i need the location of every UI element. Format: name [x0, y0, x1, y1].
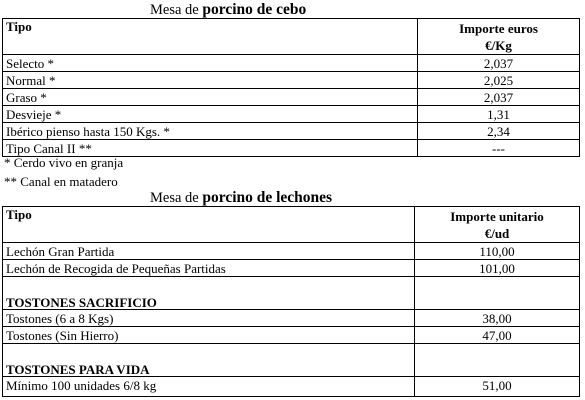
- tipo-cell: Graso *: [2, 88, 418, 106]
- table-row: Lechón de Recogida de Pequeñas Partidas …: [2, 259, 580, 277]
- table-row: Tostones (6 a 8 Kgs) 38,00: [2, 309, 580, 327]
- tipo-cell: Desvieje *: [2, 105, 418, 123]
- tipo-cell: Tostones (Sin Hierro): [2, 326, 415, 344]
- sacrificio-title: TOSTONES SACRIFICIO: [2, 276, 415, 310]
- table-header-row: Tipo Importe unitario €/ud: [2, 206, 580, 243]
- tipo-cell: Lechón de Recogida de Pequeñas Partidas: [2, 259, 415, 277]
- importe-cell: ---: [417, 139, 580, 157]
- table-row: Mínimo 100 unidades 6/8 kg 51,00: [2, 376, 580, 397]
- importe-cell: 2,025: [417, 71, 580, 89]
- tipo-cell: Normal *: [2, 71, 418, 89]
- tipo-cell: Mínimo 100 unidades 6/8 kg: [2, 376, 415, 397]
- cebo-caption-bold: porcino de cebo: [202, 1, 307, 18]
- tipo-header: Tipo: [2, 18, 418, 55]
- importe-cell: 110,00: [414, 242, 580, 260]
- table-row: Desvieje * 1,31: [2, 105, 580, 123]
- importe-header: Importe unitario €/ud: [414, 206, 580, 243]
- importe-cell: 47,00: [414, 326, 580, 344]
- importe-cell: 1,31: [417, 105, 580, 123]
- table-row: Graso * 2,037: [2, 88, 580, 106]
- section-header-row: TOSTONES SACRIFICIO: [2, 276, 580, 310]
- tipo-cell: Lechón Gran Partida: [2, 242, 415, 260]
- table-header-row: Tipo Importe euros €/Kg: [2, 18, 580, 55]
- importe-cell: 38,00: [414, 309, 580, 327]
- lechones-caption-bold: porcino de lechones: [202, 189, 333, 206]
- importe-cell: 2,037: [417, 54, 580, 72]
- importe-header-line1: Importe unitario: [450, 209, 544, 224]
- table-row: Ibérico pienso hasta 150 Kgs. * 2,34: [2, 122, 580, 140]
- importe-header-line1: Importe euros: [459, 21, 538, 36]
- cebo-table: Tipo Importe euros €/Kg Selecto * 2,037 …: [2, 18, 580, 157]
- importe-cell: 2,037: [417, 88, 580, 106]
- cebo-caption-prefix: Mesa de: [150, 2, 199, 18]
- importe-header-line2: €/Kg: [485, 38, 512, 53]
- cebo-caption: Mesa de porcino de cebo: [150, 2, 306, 18]
- importe-cell: 2,34: [417, 122, 580, 140]
- table-row: Selecto * 2,037: [2, 54, 580, 72]
- lechones-caption-prefix: Mesa de: [150, 190, 199, 206]
- importe-cell: 101,00: [414, 259, 580, 277]
- table-row: Lechón Gran Partida 110,00: [2, 242, 580, 260]
- table-row: Normal * 2,025: [2, 71, 580, 89]
- section-header-row: TOSTONES PARA VIDA: [2, 343, 580, 377]
- lechones-table: Tipo Importe unitario €/ud Lechón Gran P…: [2, 206, 580, 397]
- importe-header-line2: €/ud: [484, 226, 510, 241]
- tipo-cell: Ibérico pienso hasta 150 Kgs. *: [2, 122, 418, 140]
- tipo-cell: Tostones (6 a 8 Kgs): [2, 309, 415, 327]
- lechones-caption: Mesa de porcino de lechones: [150, 190, 332, 206]
- tipo-cell: Selecto *: [2, 54, 418, 72]
- note-vivo: * Cerdo vivo en granja: [4, 155, 124, 170]
- empty-cell: [414, 276, 580, 310]
- tipo-header: Tipo: [2, 206, 415, 243]
- tipo-cell: Tipo Canal II **: [2, 139, 418, 157]
- importe-cell: 51,00: [414, 376, 580, 397]
- table-row: Tipo Canal II ** ---: [2, 139, 580, 157]
- table-row: Tostones (Sin Hierro) 47,00: [2, 326, 580, 344]
- vida-title: TOSTONES PARA VIDA: [2, 343, 415, 377]
- note-canal: ** Canal en matadero: [4, 174, 118, 189]
- importe-header: Importe euros €/Kg: [417, 18, 580, 55]
- empty-cell: [414, 343, 580, 377]
